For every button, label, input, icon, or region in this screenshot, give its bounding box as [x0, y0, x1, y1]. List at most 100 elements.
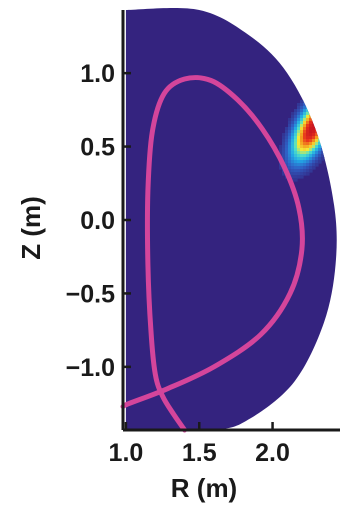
heat-cell — [312, 109, 316, 113]
heat-cell — [327, 97, 331, 101]
heat-cell — [330, 115, 334, 119]
heat-cell — [306, 130, 310, 134]
heat-cell — [297, 154, 301, 158]
heat-cell — [297, 121, 301, 125]
heat-cell — [294, 160, 298, 164]
heat-cell — [312, 115, 316, 119]
heat-cell — [282, 154, 286, 158]
x-tick-label: 2.0 — [255, 439, 290, 467]
heat-cell — [300, 133, 304, 137]
heat-cell — [333, 136, 337, 140]
heat-cell — [288, 127, 292, 131]
heat-cell — [291, 121, 295, 125]
heat-cell — [285, 154, 289, 158]
heat-cell — [306, 172, 310, 176]
heat-cell — [333, 91, 337, 95]
heat-cell — [318, 109, 322, 113]
heat-cell — [309, 166, 313, 170]
heat-cell — [306, 121, 310, 125]
heat-cell — [324, 127, 328, 131]
heat-cell — [330, 100, 334, 104]
heat-cell — [309, 163, 313, 167]
heat-cell — [291, 163, 295, 167]
heat-cell — [297, 112, 301, 116]
heat-cell — [309, 154, 313, 158]
heat-cell — [327, 94, 331, 98]
heat-cell — [321, 91, 325, 95]
heat-cell — [285, 163, 289, 167]
heat-cell — [288, 163, 292, 167]
x-axis-ticks: 1.0 1.5 2.0 — [109, 422, 290, 467]
heat-cell — [303, 172, 307, 176]
heat-cell — [282, 172, 286, 176]
heat-cell — [315, 133, 319, 137]
heat-cell — [333, 109, 337, 113]
heat-cell — [333, 88, 337, 92]
heat-cell — [294, 178, 298, 182]
heat-cell — [303, 151, 307, 155]
heat-cell — [297, 118, 301, 122]
heat-cell — [318, 160, 322, 164]
y-axis-label: Z (m) — [16, 196, 46, 260]
heat-cell — [300, 124, 304, 128]
heat-cell — [321, 79, 325, 83]
heat-cell — [300, 166, 304, 170]
heat-cell — [318, 85, 322, 89]
heat-cell — [282, 145, 286, 149]
heat-cell — [327, 118, 331, 122]
heat-cell — [333, 100, 337, 104]
heat-cell — [336, 118, 337, 122]
heat-cell — [315, 163, 319, 167]
heat-cell — [312, 118, 316, 122]
heat-cell — [321, 133, 325, 137]
heat-cell — [294, 154, 298, 158]
heat-cell — [336, 109, 337, 113]
heat-cell — [321, 85, 325, 89]
heat-cell — [333, 127, 337, 131]
heat-cell — [309, 169, 313, 173]
heat-cell — [306, 151, 310, 155]
heat-cell — [306, 115, 310, 119]
heat-cell — [306, 103, 310, 107]
heat-cell — [312, 145, 316, 149]
heat-cell — [336, 91, 337, 95]
heat-cell — [294, 109, 298, 113]
heat-cell — [321, 157, 325, 161]
heat-cell — [303, 103, 307, 107]
heat-cell — [324, 133, 328, 137]
heat-cell — [312, 142, 316, 146]
heat-cell — [309, 100, 313, 104]
heat-cell — [309, 97, 313, 101]
heat-cell — [285, 136, 289, 140]
heat-cell — [312, 151, 316, 155]
heat-cell — [324, 100, 328, 104]
heat-cell — [318, 124, 322, 128]
heat-cell — [318, 115, 322, 119]
heat-cell — [285, 160, 289, 164]
heat-cell — [318, 118, 322, 122]
heat-cell — [285, 142, 289, 146]
heat-cell — [306, 169, 310, 173]
heat-cell — [300, 139, 304, 143]
heat-cell — [303, 106, 307, 110]
heat-cell — [300, 118, 304, 122]
heat-cell — [315, 115, 319, 119]
heat-cell — [333, 82, 337, 86]
heat-cell — [300, 157, 304, 161]
heat-cell — [309, 148, 313, 152]
heat-cell — [330, 139, 334, 143]
heat-cell — [327, 121, 331, 125]
heat-cell — [324, 79, 328, 83]
heat-cell — [285, 130, 289, 134]
heat-cell — [303, 136, 307, 140]
heat-cell — [315, 85, 319, 89]
heat-cell — [297, 109, 301, 113]
heat-cell — [297, 136, 301, 140]
heat-cell — [297, 169, 301, 173]
y-tick-label: 1.0 — [80, 60, 115, 88]
heat-cell — [327, 142, 331, 146]
heat-cell — [303, 160, 307, 164]
heat-cell — [294, 121, 298, 125]
heat-cell — [285, 157, 289, 161]
heat-cell — [306, 142, 310, 146]
